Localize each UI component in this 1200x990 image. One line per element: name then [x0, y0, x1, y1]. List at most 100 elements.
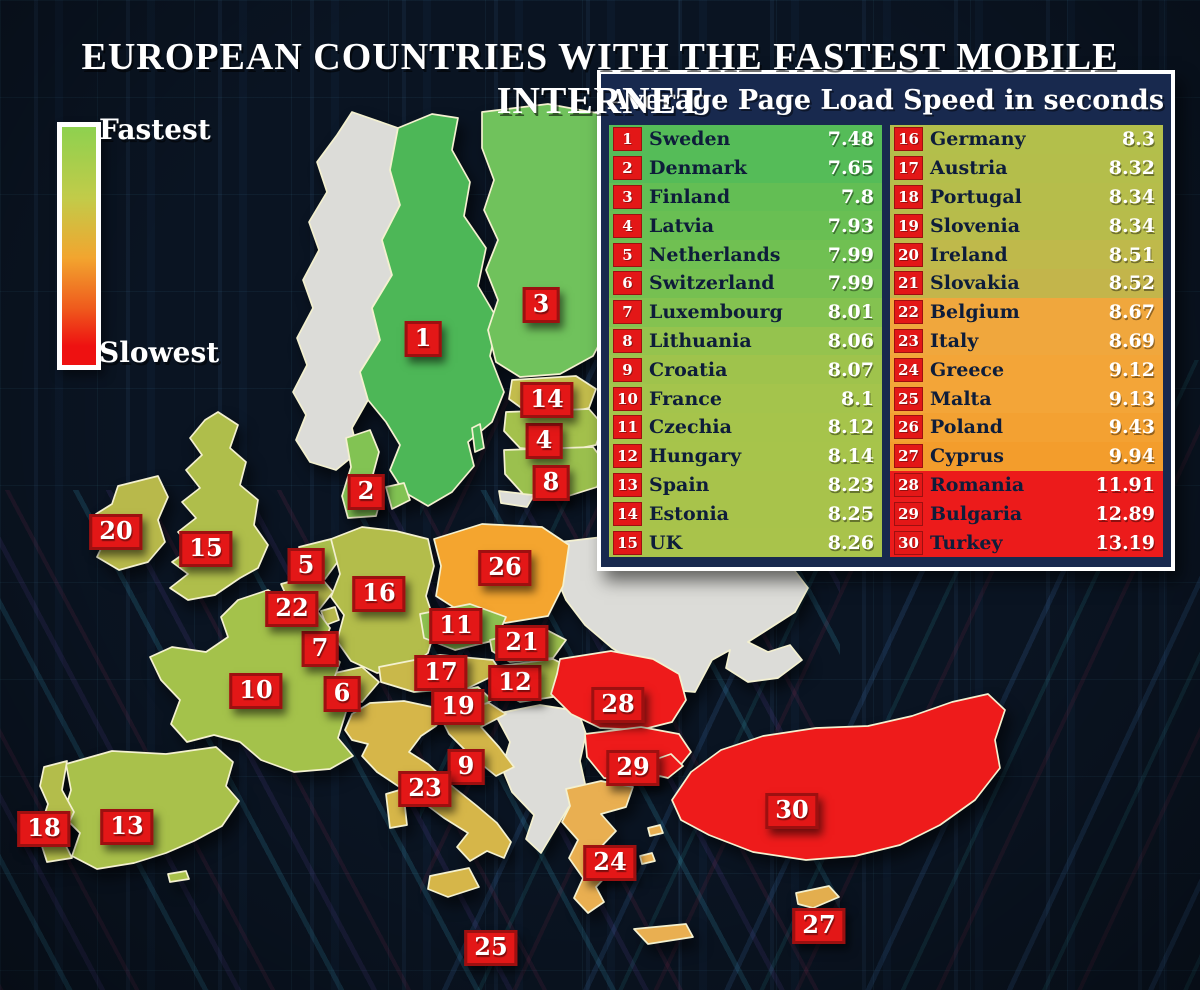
country-name: Sweden [649, 128, 731, 151]
rank-badge: 3 [613, 184, 642, 209]
rank-badge: 16 [894, 127, 923, 152]
country-name: Slovakia [930, 272, 1020, 295]
map-marker-italy: 23 [398, 771, 452, 807]
country-name: Greece [930, 358, 1005, 381]
map-island-aegean-1 [647, 824, 664, 837]
speed-value: 9.12 [1108, 358, 1155, 381]
rank-badge: 11 [613, 415, 642, 440]
table-row: 30 Turkey 13.19 [890, 528, 1163, 557]
speed-value: 8.01 [827, 301, 874, 324]
table-column-left: 1 Sweden 7.48 2 Denmark 7.65 3 Finland 7.8 4 Latvi… [609, 125, 882, 557]
table-row: 14 Estonia 8.25 [609, 499, 882, 529]
table-row: 4 Latvia 7.93 [609, 211, 882, 241]
country-name: Belgium [930, 301, 1020, 324]
country-name: Germany [930, 128, 1026, 151]
table-row: 7 Luxembourg 8.01 [609, 297, 882, 327]
map-marker-sweden: 1 [404, 321, 442, 357]
speed-value: 8.06 [827, 329, 874, 352]
map-marker-luxembourg: 7 [301, 631, 339, 667]
country-name: Czechia [649, 416, 732, 439]
country-name: Switzerland [649, 272, 775, 295]
map-marker-uk: 15 [179, 531, 233, 567]
country-name: France [649, 387, 722, 410]
speed-value: 8.51 [1108, 243, 1155, 266]
table-row: 21 Slovakia 8.52 [890, 268, 1163, 298]
country-name: Italy [930, 329, 979, 352]
country-name: Turkey [930, 531, 1003, 554]
country-name: Malta [930, 387, 992, 410]
speed-value: 9.43 [1108, 416, 1155, 439]
rank-badge: 17 [894, 156, 923, 181]
speed-value: 8.25 [827, 502, 874, 525]
table-row: 19 Slovenia 8.34 [890, 211, 1163, 241]
legend-gradient-bar [57, 122, 101, 370]
country-name: Denmark [649, 157, 747, 180]
rank-badge: 15 [613, 530, 642, 555]
map-marker-denmark: 2 [347, 474, 385, 510]
speed-value: 7.8 [840, 185, 874, 208]
country-name: Slovenia [930, 214, 1021, 237]
rank-badge: 30 [894, 530, 923, 555]
speed-value: 7.48 [827, 128, 874, 151]
map-marker-portugal: 18 [17, 811, 71, 847]
country-name: Spain [649, 473, 710, 496]
country-name: Cyprus [930, 445, 1004, 468]
map-island-crete [633, 923, 694, 945]
speed-value: 9.13 [1108, 387, 1155, 410]
speed-value: 9.94 [1108, 445, 1155, 468]
map-marker-romania: 28 [591, 687, 645, 723]
speed-value: 8.34 [1108, 185, 1155, 208]
map-marker-czechia: 11 [429, 608, 483, 644]
table-row: 29 Bulgaria 12.89 [890, 499, 1163, 529]
table-row: 3 Finland 7.8 [609, 182, 882, 212]
country-name: Croatia [649, 358, 728, 381]
map-marker-hungary: 12 [488, 665, 542, 701]
rank-badge: 24 [894, 357, 923, 382]
table-row: 23 Italy 8.69 [890, 326, 1163, 356]
rank-badge: 22 [894, 300, 923, 325]
country-name: Poland [930, 416, 1004, 439]
map-marker-netherlands: 5 [287, 548, 325, 584]
table-row: 27 Cyprus 9.94 [890, 441, 1163, 471]
table-row: 24 Greece 9.12 [890, 355, 1163, 385]
map-island-gotland [471, 423, 485, 453]
speed-value: 8.23 [827, 473, 874, 496]
legend-slowest-label: Slowest [99, 336, 220, 369]
map-country-ukraine [552, 531, 809, 693]
speed-value: 13.19 [1095, 531, 1156, 554]
map-marker-france: 10 [229, 673, 283, 709]
map-marker-slovenia: 19 [431, 689, 485, 725]
table-row: 17 Austria 8.32 [890, 153, 1163, 183]
country-name: Finland [649, 185, 731, 208]
speed-value: 8.12 [827, 416, 874, 439]
map-island-aegean-2 [639, 852, 656, 865]
country-name: UK [649, 531, 683, 554]
map-marker-slovakia: 21 [495, 625, 549, 661]
speed-table: Average Page Load Speed in seconds 1 Swed… [597, 70, 1175, 571]
map-marker-finland: 3 [522, 287, 560, 323]
table-row: 1 Sweden 7.48 [609, 125, 882, 154]
table-row: 6 Switzerland 7.99 [609, 268, 882, 298]
country-name: Ireland [930, 243, 1008, 266]
rank-badge: 18 [894, 184, 923, 209]
table-row: 16 Germany 8.3 [890, 125, 1163, 154]
rank-badge: 8 [613, 328, 642, 353]
rank-badge: 10 [613, 386, 642, 411]
country-name: Hungary [649, 445, 742, 468]
map-marker-cyprus: 27 [792, 908, 846, 944]
country-name: Austria [930, 157, 1008, 180]
speed-value: 8.3 [1121, 128, 1155, 151]
rank-badge: 27 [894, 444, 923, 469]
speed-value: 8.69 [1108, 329, 1155, 352]
speed-value: 8.14 [827, 445, 874, 468]
map-marker-latvia: 4 [525, 423, 563, 459]
table-title: Average Page Load Speed in seconds [607, 85, 1165, 116]
rank-badge: 13 [613, 472, 642, 497]
rank-badge: 2 [613, 156, 642, 181]
rank-badge: 23 [894, 328, 923, 353]
map-island-zealand [385, 482, 411, 510]
rank-badge: 1 [613, 127, 642, 152]
table-row: 25 Malta 9.13 [890, 384, 1163, 413]
